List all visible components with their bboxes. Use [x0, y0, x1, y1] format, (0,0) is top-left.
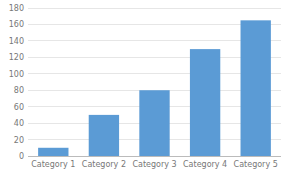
y-tick-label: 160	[9, 20, 24, 29]
grid-line	[28, 156, 281, 157]
y-axis: 0 20 40 60 80 100 120 140 160 180	[9, 4, 24, 161]
grid	[28, 8, 281, 156]
y-tick-label: 60	[14, 103, 24, 112]
x-axis-line	[28, 156, 281, 157]
y-tick-label: 180	[9, 4, 24, 13]
y-tick-label: 40	[14, 119, 24, 128]
bar	[190, 49, 220, 156]
bar	[38, 148, 68, 156]
y-tick-label: 20	[14, 136, 24, 145]
x-tick-label: Category 5	[234, 160, 278, 169]
bar	[139, 90, 169, 156]
y-tick-label: 0	[19, 152, 24, 161]
x-tick-label: Category 3	[132, 160, 176, 169]
x-tick-label: Category 1	[31, 160, 75, 169]
chart: 020406080100120140160180Category 1Catego…	[0, 0, 287, 176]
y-tick-label: 120	[9, 53, 24, 62]
x-axis: Category 1 Category 2 Category 3 Category 4…	[31, 160, 278, 169]
x-tick-label: Category 2	[82, 160, 126, 169]
y-tick-label: 80	[14, 86, 24, 95]
x-tick-label: Category 4	[183, 160, 227, 169]
bars	[38, 20, 271, 156]
bar	[241, 20, 271, 156]
bar	[89, 115, 119, 156]
grid-line	[28, 8, 281, 9]
y-tick-label: 100	[9, 70, 24, 79]
chart-container: 020406080100120140160180Category 1Catego…	[0, 0, 287, 176]
y-tick-label: 140	[9, 37, 24, 46]
